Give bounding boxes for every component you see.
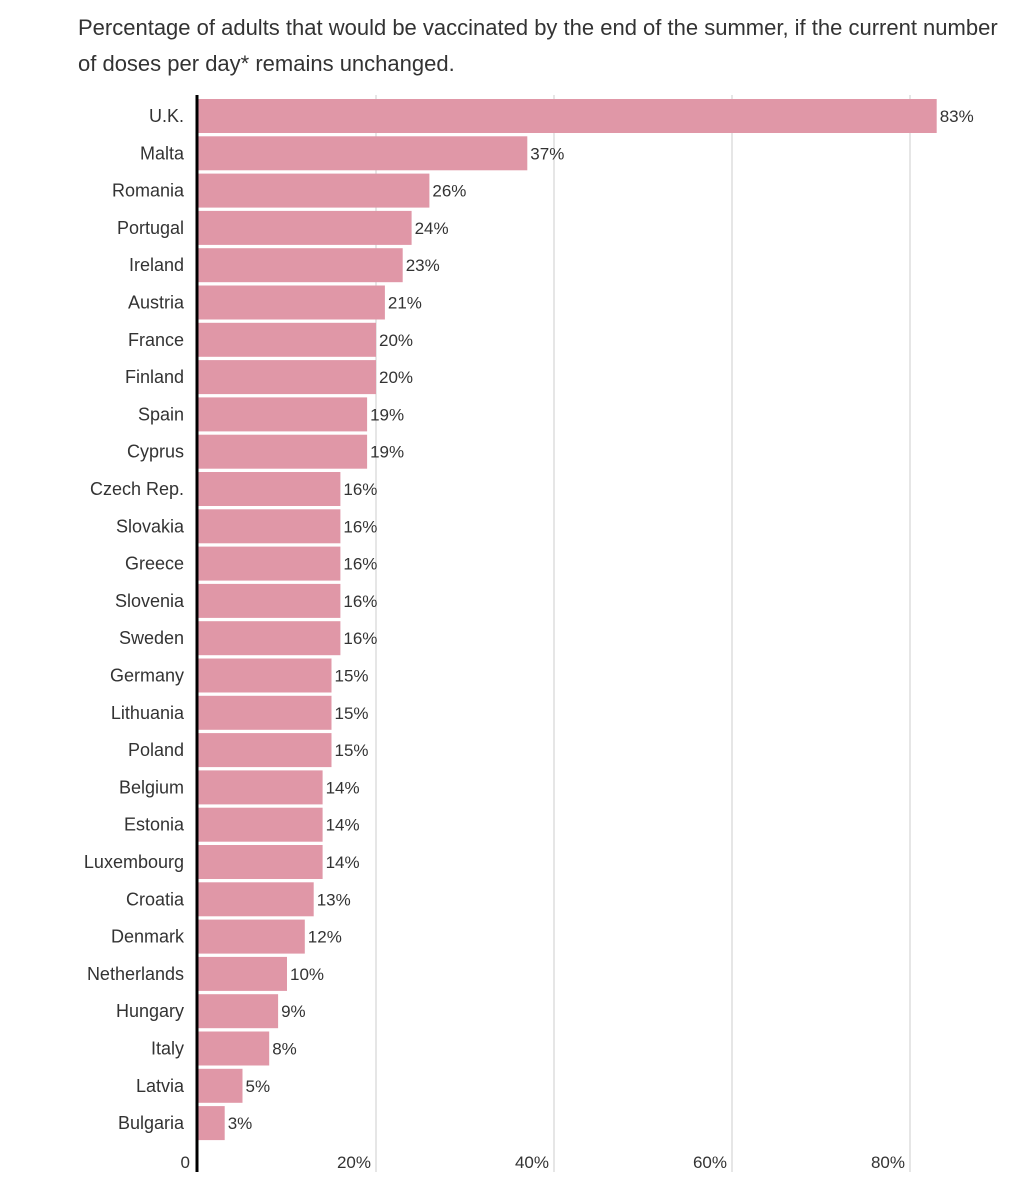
value-label: 16% [343, 592, 377, 611]
bar [198, 807, 323, 842]
value-label: 26% [432, 182, 466, 201]
value-label: 15% [335, 741, 369, 760]
value-label: 15% [335, 704, 369, 723]
category-label: Austria [128, 293, 185, 313]
category-label: Bulgaria [118, 1113, 185, 1133]
category-label: Slovakia [116, 516, 185, 536]
value-label: 10% [290, 965, 324, 984]
bar [198, 1031, 270, 1066]
bar [198, 845, 323, 879]
category-label: Hungary [116, 1001, 184, 1021]
value-label: 3% [228, 1114, 253, 1133]
grid-lines [375, 95, 911, 1172]
value-label: 20% [379, 368, 413, 387]
bar [198, 509, 341, 544]
bar [198, 770, 323, 805]
bar [198, 1106, 225, 1141]
category-label: U.K. [149, 106, 184, 126]
bar [198, 136, 528, 171]
value-label: 23% [406, 256, 440, 275]
bar [198, 99, 937, 133]
bar [198, 434, 368, 469]
bars [198, 99, 937, 1141]
bar [198, 994, 279, 1029]
category-label: Ireland [129, 255, 184, 275]
value-label: 14% [326, 778, 360, 797]
category-label: Netherlands [87, 964, 184, 984]
bar [198, 248, 403, 283]
category-label: Lithuania [111, 703, 185, 723]
bar [198, 882, 314, 917]
bar [198, 397, 368, 432]
value-label: 16% [343, 517, 377, 536]
category-labels: U.K. Malta Romania Portugal Ireland Austria Fr… [84, 106, 185, 1133]
category-label: Denmark [111, 927, 185, 947]
chart-subtitle: Percentage of adults that would be vacci… [78, 15, 998, 76]
category-label: Slovenia [115, 591, 185, 611]
value-label: 20% [379, 331, 413, 350]
category-label: Finland [125, 367, 184, 387]
value-label: 5% [246, 1077, 271, 1096]
bar [198, 322, 376, 357]
value-label: 14% [326, 816, 360, 835]
value-label: 19% [370, 443, 404, 462]
bar [198, 733, 332, 768]
x-tick-label: 80% [871, 1153, 905, 1172]
value-label: 37% [530, 144, 564, 163]
category-label: Portugal [117, 218, 184, 238]
category-label: Estonia [124, 815, 185, 835]
category-label: Greece [125, 554, 184, 574]
value-label: 19% [370, 405, 404, 424]
value-label: 83% [940, 107, 974, 126]
value-label: 15% [335, 667, 369, 686]
category-label: Germany [110, 666, 184, 686]
value-label: 9% [281, 1002, 306, 1021]
x-axis-ticks: 0 20% 40% 60% 80% [181, 1153, 905, 1172]
value-label: 16% [343, 629, 377, 648]
value-labels: 83% 37% 26% 24% 23% 21% 20% 20% 19% 19% 16% 16% 16% 1… [228, 107, 974, 1133]
value-label: 12% [308, 928, 342, 947]
bar [198, 173, 430, 208]
bar [198, 658, 332, 693]
value-label: 13% [317, 890, 351, 909]
bar [198, 285, 385, 320]
bar [198, 360, 376, 395]
bar [198, 1068, 243, 1103]
category-label: Poland [128, 740, 184, 760]
category-label: Latvia [136, 1076, 185, 1096]
category-label: Romania [112, 181, 185, 201]
value-label: 24% [415, 219, 449, 238]
value-label: 16% [343, 555, 377, 574]
category-label: Italy [151, 1039, 184, 1059]
category-label: Belgium [119, 777, 184, 797]
category-label: Luxembourg [84, 852, 184, 872]
bar [198, 472, 341, 506]
category-label: France [128, 330, 184, 350]
category-label: Malta [140, 143, 185, 163]
bar [198, 583, 341, 618]
x-tick-label: 20% [337, 1153, 371, 1172]
bar [198, 956, 287, 991]
bar [198, 546, 341, 581]
bar [198, 695, 332, 730]
value-label: 8% [272, 1040, 297, 1059]
value-label: 21% [388, 294, 422, 313]
category-label: Sweden [119, 628, 184, 648]
bar [198, 621, 341, 656]
bar [198, 210, 412, 245]
category-label: Cyprus [127, 442, 184, 462]
category-label: Czech Rep. [90, 479, 184, 499]
value-label: 14% [326, 853, 360, 872]
x-tick-label: 0 [181, 1153, 190, 1172]
value-label: 16% [343, 480, 377, 499]
x-tick-label: 40% [515, 1153, 549, 1172]
bar [198, 919, 305, 954]
category-label: Spain [138, 404, 184, 424]
x-tick-label: 60% [693, 1153, 727, 1172]
category-label: Croatia [126, 889, 185, 909]
